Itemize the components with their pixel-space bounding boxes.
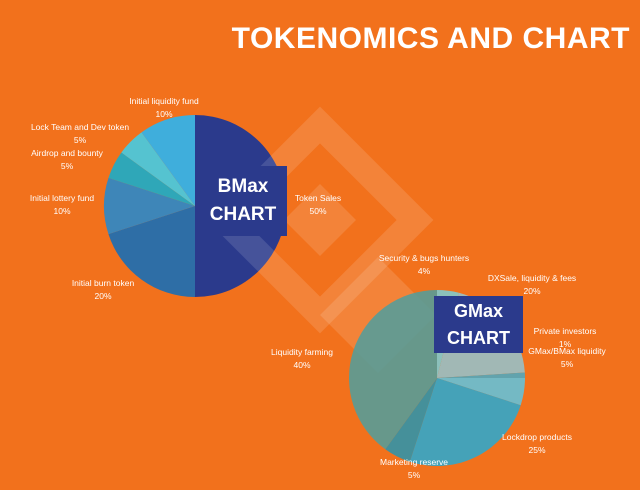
label-pct: 50% — [309, 206, 327, 216]
label-text: Token Sales — [294, 192, 342, 203]
label-pct: 5% — [73, 135, 87, 145]
airdrop-and-bounty-label: Airdrop and bounty 5% — [31, 147, 103, 173]
gmax-bmax-liquidity-label: GMax/BMax liquidity 5% — [528, 345, 605, 371]
label-text: Initial burn token — [71, 277, 135, 288]
label-pct: 20% — [523, 286, 541, 296]
gmax-chart-title-box: GMax CHART — [434, 296, 523, 353]
initial-lottery-fund-slice — [103, 177, 195, 235]
dxsale-liquidity-fees-label: DXSale, liquidity & fees 20% — [488, 272, 576, 298]
gmax-title-line2: CHART — [447, 327, 510, 348]
private-investors-slice — [437, 372, 525, 378]
label-pct: 5% — [407, 470, 421, 480]
label-pct: 1% — [558, 339, 572, 349]
initial-liquidity-fund-slice — [141, 115, 195, 206]
marketing-reserve-slice — [385, 378, 437, 462]
label-pct: 10% — [155, 109, 173, 119]
liquidity-farming-slice — [348, 290, 437, 450]
label-pct: 20% — [94, 291, 112, 301]
label-text: Lock Team and Dev token — [30, 121, 130, 132]
label-pct: 5% — [60, 161, 74, 171]
lockdrop-products-label: Lockdrop products 25% — [502, 431, 572, 457]
private-investors-label: Private investors 1% — [534, 325, 597, 351]
security-bugs-hunters-label: Security & bugs hunters 4% — [379, 252, 469, 278]
label-text: Security & bugs hunters — [378, 252, 470, 263]
bmax-title-line2: CHART — [209, 204, 277, 225]
bmax-title-line1: BMax — [217, 176, 269, 198]
initial-liquidity-fund-label: Initial liquidity fund 10% — [129, 95, 198, 121]
gmax-title-line1: GMax — [453, 301, 504, 322]
initial-burn-token-label: Initial burn token 20% — [72, 277, 134, 303]
label-text: DXSale, liquidity & fees — [487, 272, 577, 283]
liquidity-farming-label: Liquidity farming 40% — [271, 346, 333, 372]
label-text: Initial lottery fund — [29, 192, 95, 203]
label-pct: 5% — [560, 359, 574, 369]
lock-team-and-dev-token-label: Lock Team and Dev token 5% — [31, 121, 129, 147]
label-text: Initial liquidity fund — [129, 95, 199, 106]
label-text: GMax/BMax liquidity — [528, 345, 606, 356]
label-text: Private investors — [533, 325, 597, 336]
bmax-chart-title-box: BMax CHART — [199, 166, 287, 236]
initial-lottery-fund-label: Initial lottery fund 10% — [30, 192, 94, 218]
label-text: Airdrop and bounty — [31, 147, 103, 158]
label-pct: 10% — [53, 206, 71, 216]
label-text: Liquidity farming — [271, 346, 333, 357]
label-text: Lockdrop products — [502, 431, 572, 442]
label-pct: 25% — [528, 445, 546, 455]
airdrop-and-bounty-slice — [108, 152, 195, 206]
label-pct: 4% — [417, 266, 431, 276]
marketing-reserve-label: Marketing reserve 5% — [380, 456, 448, 482]
lock-team-and-dev-token-slice — [121, 132, 195, 206]
gmax-bmax-liquidity-slice — [437, 378, 525, 406]
page-title: TOKENOMICS AND CHART — [231, 22, 630, 55]
label-pct: 40% — [293, 360, 311, 370]
token-sales-label: Token Sales 50% — [295, 192, 341, 218]
label-text: Marketing reserve — [379, 456, 449, 467]
